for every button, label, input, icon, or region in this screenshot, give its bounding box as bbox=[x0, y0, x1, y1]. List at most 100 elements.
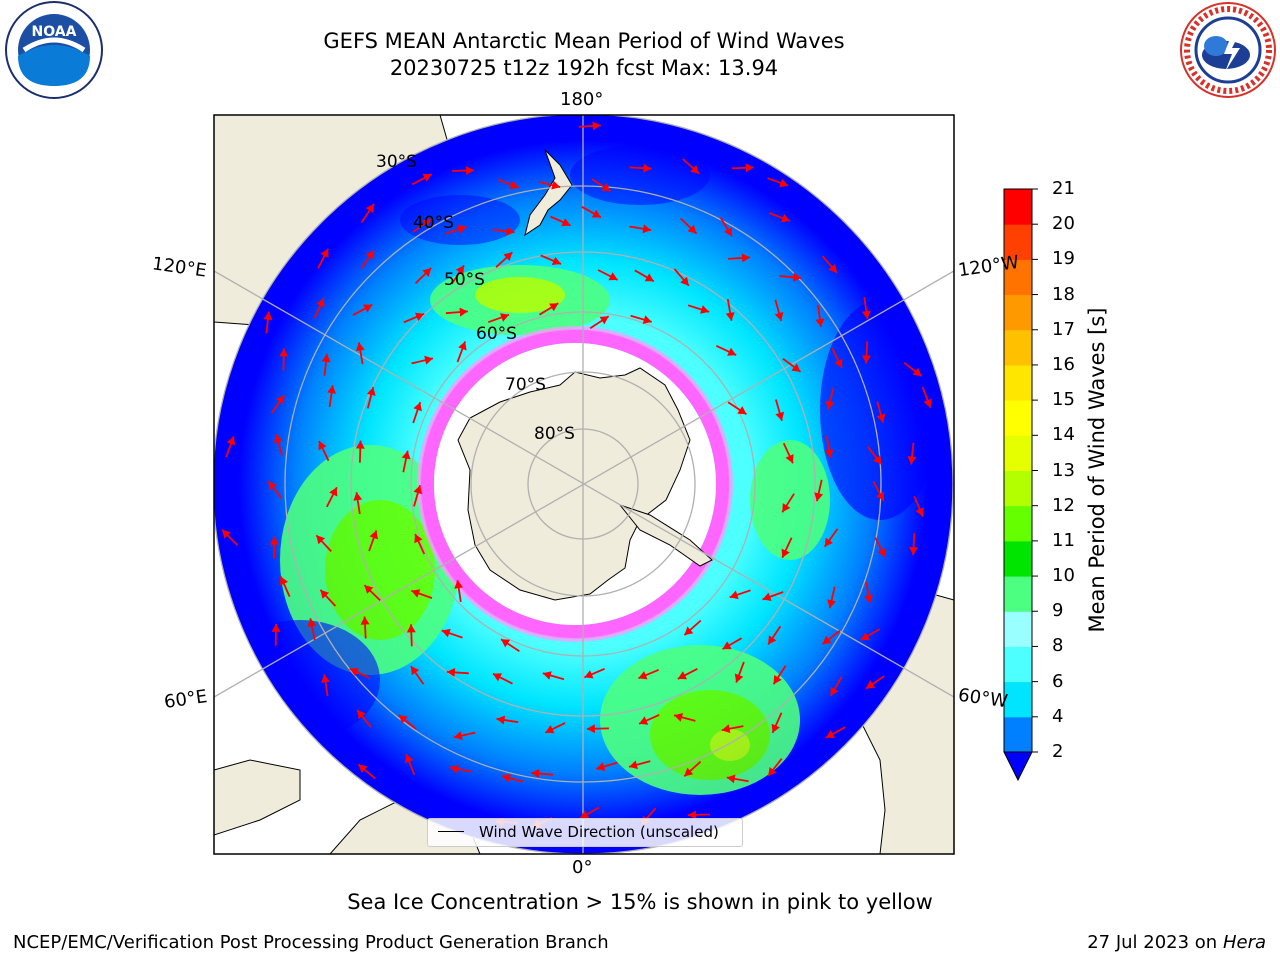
wind-wave-arrow-head bbox=[688, 810, 697, 820]
wind-wave-arrow-head bbox=[745, 163, 754, 173]
wind-wave-arrow-head bbox=[422, 268, 432, 277]
lat-label-50s: 50°S bbox=[444, 270, 485, 290]
wind-wave-arrow-head bbox=[365, 203, 374, 214]
wind-wave-arrow-head bbox=[398, 715, 408, 724]
wind-wave-arrow-head bbox=[780, 213, 790, 223]
wind-wave-arrow-head bbox=[771, 723, 780, 733]
wind-wave-arrow-head bbox=[912, 367, 922, 377]
wind-wave-arrow-head bbox=[877, 547, 886, 558]
wind-wave-arrow-head bbox=[866, 680, 876, 689]
wind-wave-arrow-head bbox=[674, 713, 683, 722]
legend-line-swatch bbox=[438, 831, 464, 832]
lon-label-180: 180° bbox=[560, 89, 604, 110]
wind-wave-arrow-head bbox=[793, 272, 802, 282]
wind-wave-arrow-head bbox=[677, 671, 687, 680]
wind-wave-arrow-head bbox=[779, 178, 789, 188]
wind-wave-arrow-head bbox=[320, 589, 330, 599]
graticule bbox=[214, 115, 954, 854]
lat-label-30s: 30°S bbox=[376, 152, 417, 172]
wind-wave-arrow-head bbox=[549, 303, 559, 312]
colorbar-segment bbox=[1004, 224, 1032, 260]
wind-wave-arrow-head bbox=[862, 355, 871, 364]
colorbar-tick-label: 10 bbox=[1052, 565, 1075, 587]
wind-wave-arrow-head bbox=[318, 440, 327, 451]
wind-wave-arrow-head bbox=[734, 673, 744, 683]
wind-wave-arrow-head bbox=[349, 668, 359, 677]
colorbar-tick-label: 19 bbox=[1052, 248, 1075, 270]
wind-wave-arrow-head bbox=[644, 273, 654, 282]
wind-wave-arrow-head bbox=[785, 454, 794, 464]
lon-label-0: 0° bbox=[572, 857, 593, 878]
legend-label: Wind Wave Direction (unscaled) bbox=[479, 823, 719, 841]
wind-wave-arrow-head bbox=[307, 618, 317, 628]
wind-wave-arrow-head bbox=[466, 166, 475, 176]
wind-wave-arrow-head bbox=[923, 398, 932, 408]
wind-wave-arrow-head bbox=[492, 673, 502, 682]
wind-wave-arrow-head bbox=[584, 670, 594, 679]
wind-wave-arrow-head bbox=[687, 224, 697, 234]
wind-wave-arrow-head bbox=[782, 503, 791, 513]
wind-wave-arrow-head bbox=[449, 764, 459, 774]
wind-wave-arrow-head bbox=[830, 686, 839, 696]
colorbar-segment bbox=[1004, 400, 1032, 436]
wind-wave-arrow-head bbox=[551, 256, 561, 265]
wind-wave-arrow-head bbox=[364, 585, 374, 594]
wind-wave-arrow-head bbox=[825, 400, 835, 410]
nws-logo bbox=[1180, 2, 1276, 98]
wind-wave-arrow-head bbox=[873, 455, 882, 465]
wind-wave-arrow-head bbox=[815, 318, 825, 327]
sea-ice-caption: Sea Ice Concentration > 15% is shown in … bbox=[347, 890, 933, 914]
colorbar-tick-label: 16 bbox=[1052, 353, 1075, 375]
wind-wave-arrow-head bbox=[642, 224, 652, 234]
colorbar-segment bbox=[1004, 576, 1032, 612]
colorbar-segment bbox=[1004, 611, 1032, 647]
wind-wave-arrow-head bbox=[273, 434, 283, 443]
wind-wave-arrow-head bbox=[861, 310, 871, 320]
wind-wave-arrow-head bbox=[353, 492, 363, 501]
wind-wave-arrow-head bbox=[413, 402, 422, 412]
wind-wave-arrow-head bbox=[592, 121, 601, 131]
wind-wave-arrow-head bbox=[414, 534, 423, 544]
wind-wave-arrow-head bbox=[413, 485, 423, 495]
chart-subtitle: 20230725 t12z 192h fcst Max: 13.94 bbox=[389, 56, 779, 80]
wind-wave-arrow-head bbox=[580, 810, 590, 819]
colorbar-tick-label: 6 bbox=[1052, 670, 1064, 692]
colorbar-tick-label: 14 bbox=[1052, 424, 1075, 446]
wind-wave-arrow-head bbox=[276, 395, 285, 405]
footer-date-text: 27 Jul 2023 on bbox=[1087, 932, 1218, 953]
colorbar-tick-label: 11 bbox=[1052, 529, 1075, 551]
wind-wave-arrow-head bbox=[360, 616, 370, 625]
wind-wave-arrow-head bbox=[268, 481, 277, 491]
footer-branch: NCEP/EMC/Verification Post Processing Pr… bbox=[13, 932, 609, 953]
wind-wave-arrow-head bbox=[629, 760, 638, 770]
colorbar-segment bbox=[1004, 259, 1032, 296]
wind-wave-arrow-head bbox=[401, 450, 411, 460]
wind-wave-arrow-head bbox=[509, 180, 519, 189]
wind-wave-arrow-head bbox=[768, 767, 777, 776]
wind-wave-arrow-head bbox=[741, 253, 751, 263]
wind-wave-arrow-head bbox=[727, 347, 737, 356]
colorbar-tick-label: 2 bbox=[1052, 741, 1064, 762]
wind-wave-arrow-head bbox=[768, 635, 777, 645]
wind-wave-arrow-head bbox=[496, 715, 506, 725]
wind-wave-arrow-head bbox=[773, 675, 782, 685]
lat-label-60s: 60°S bbox=[476, 324, 517, 344]
wind-wave-arrow-head bbox=[500, 313, 509, 322]
wind-wave-arrow-head bbox=[501, 639, 511, 648]
wind-wave-arrow-head bbox=[501, 773, 511, 783]
wind-wave-arrow-head bbox=[329, 487, 338, 497]
wind-wave-arrow-head bbox=[876, 491, 884, 501]
colorbar-tick-label: 12 bbox=[1052, 494, 1075, 516]
wind-wave-arrow-head bbox=[864, 594, 873, 604]
sea-ice-edge bbox=[420, 329, 730, 639]
colorbar-segment bbox=[1004, 540, 1032, 577]
colorbar-title: Mean Period of Wind Waves [s] bbox=[1085, 307, 1109, 633]
wind-wave-arrow-head bbox=[775, 411, 785, 421]
colorbar-segment bbox=[1004, 435, 1032, 471]
wind-wave-arrow-head bbox=[909, 546, 918, 556]
chart-title: GEFS MEAN Antarctic Mean Period of Wind … bbox=[323, 29, 845, 53]
wind-wave-arrow-head bbox=[316, 535, 325, 545]
wind-wave-arrow-head bbox=[680, 276, 689, 286]
wind-wave-arrow-head bbox=[458, 341, 467, 351]
map-frame bbox=[213, 114, 955, 855]
